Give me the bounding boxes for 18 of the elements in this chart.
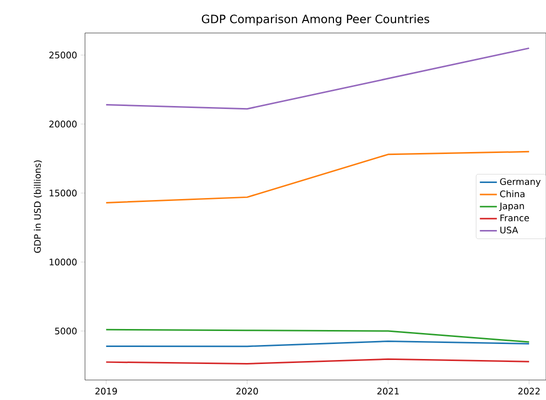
- x-tick-label: 2019: [95, 388, 117, 395]
- legend-label: China: [500, 190, 524, 198]
- y-tick-label: 20000: [49, 120, 77, 128]
- chart-title: GDP Comparison Among Peer Countries: [202, 14, 430, 26]
- x-tick-label: 2020: [236, 388, 258, 395]
- legend-label: Germany: [500, 178, 541, 187]
- line-series: [105, 47, 530, 110]
- y-tick-label: 10000: [50, 258, 77, 266]
- x-tick-label: 2022: [518, 388, 540, 395]
- x-tick-label: 2021: [377, 388, 399, 395]
- legend-label: France: [500, 214, 529, 222]
- legend-label: USA: [500, 226, 518, 234]
- y-tick-label: 15000: [50, 190, 77, 196]
- y-tick-label: 25000: [49, 52, 77, 58]
- legend-label: Japan: [499, 202, 524, 212]
- y-axis-title: GDP in USD (billions): [34, 160, 42, 253]
- y-tick-label: 5000: [55, 328, 77, 334]
- line-series: [105, 328, 530, 343]
